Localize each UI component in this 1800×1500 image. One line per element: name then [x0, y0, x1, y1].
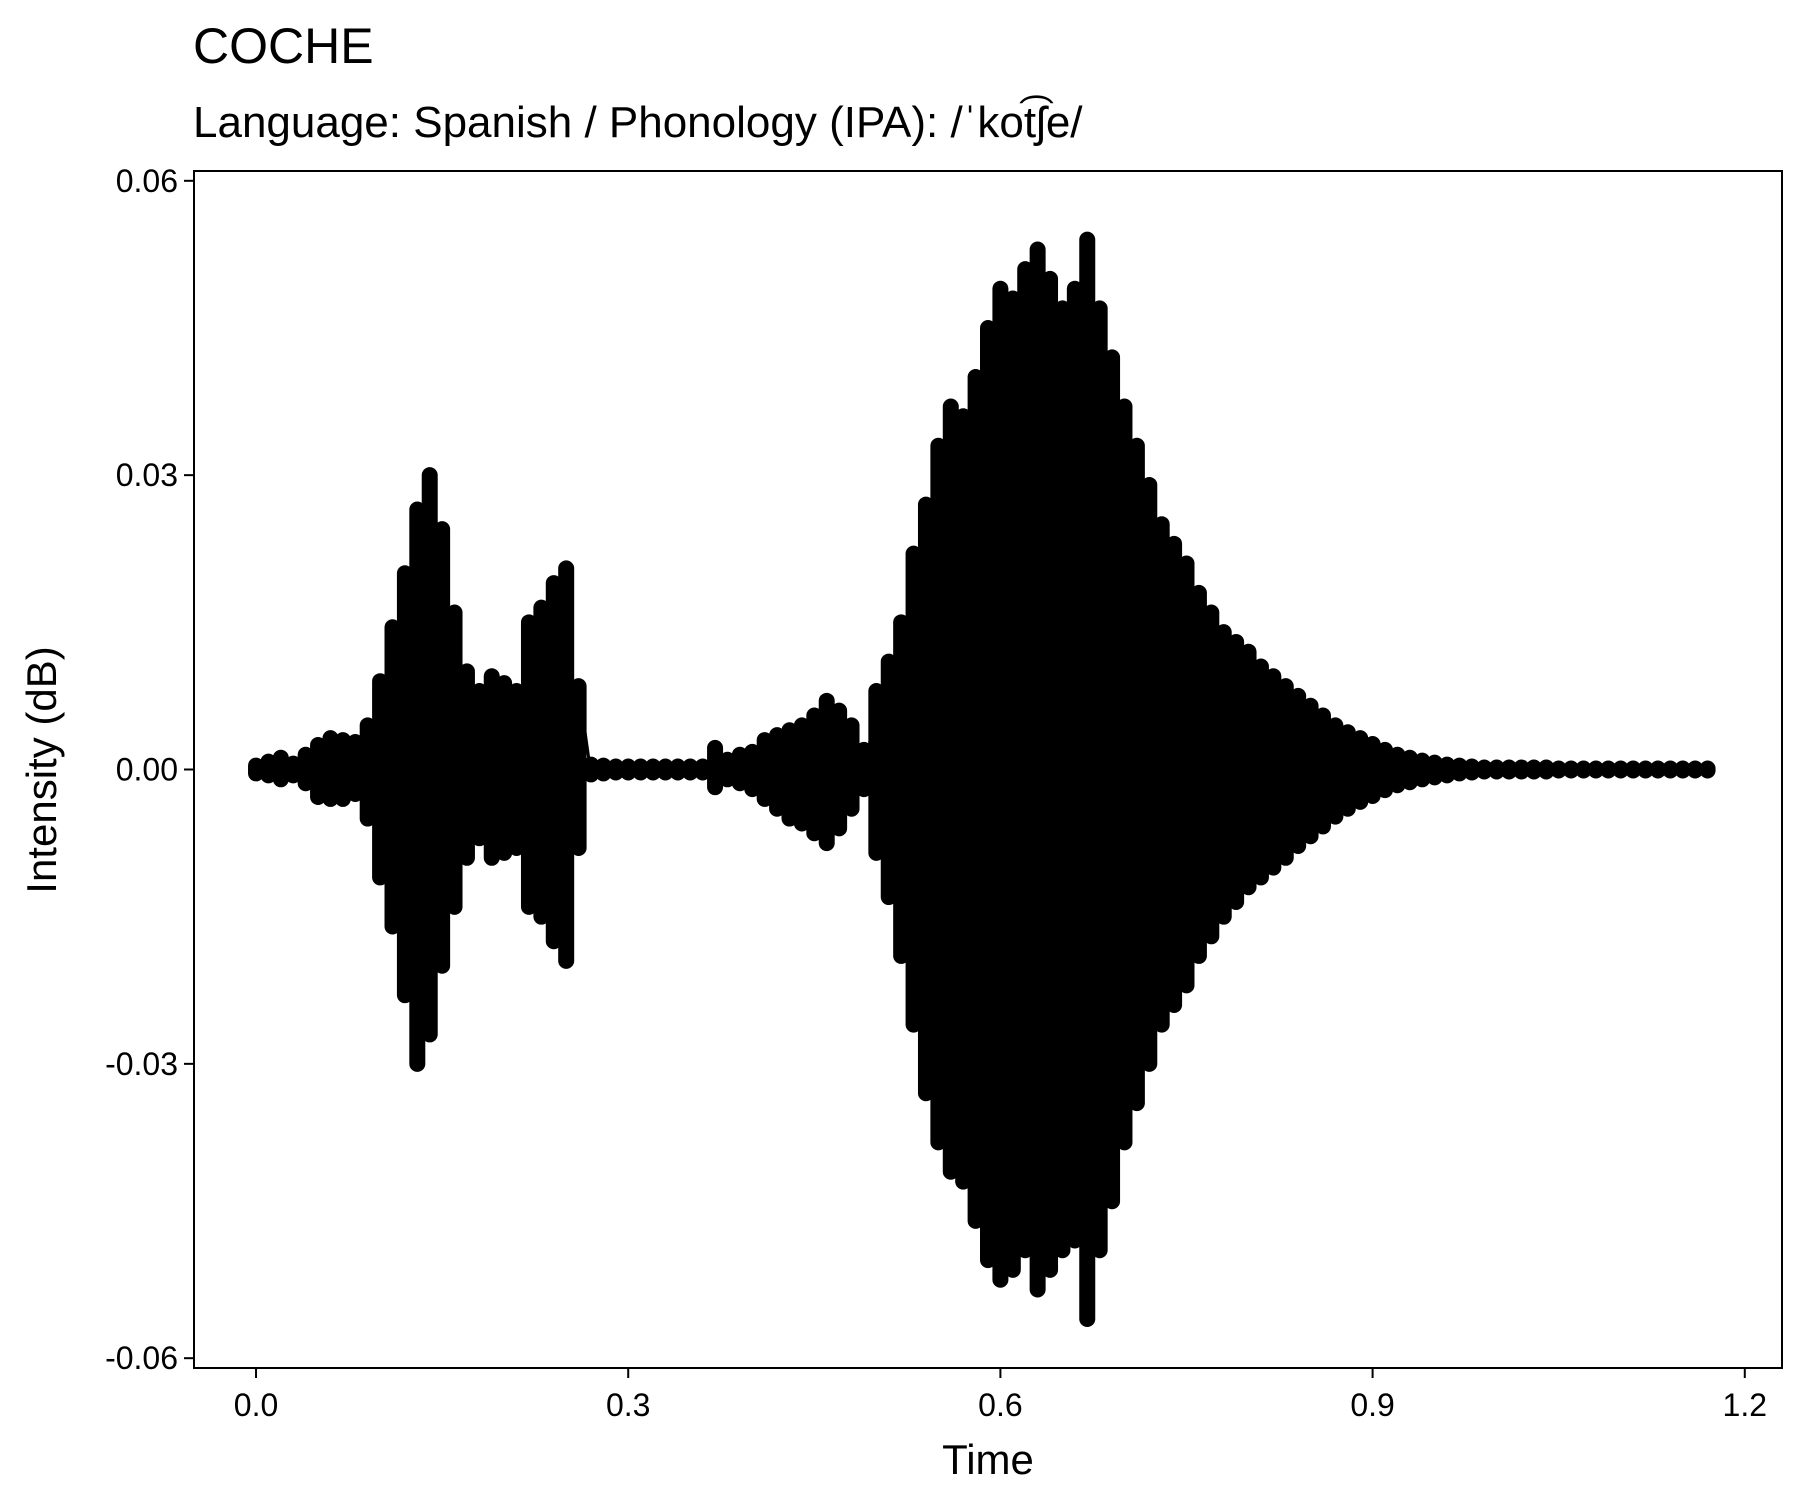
x-tick-label: 0.0: [234, 1387, 278, 1423]
y-axis-title: Intensity (dB): [18, 646, 65, 893]
x-tick-label: 0.3: [606, 1387, 650, 1423]
chart-title: COCHE: [193, 18, 374, 74]
x-tick-label: 0.6: [978, 1387, 1022, 1423]
chart-subtitle: Language: Spanish / Phonology (IPA): /ˈk…: [193, 95, 1083, 147]
x-tick-label: 0.9: [1350, 1387, 1394, 1423]
y-tick-label: 0.00: [116, 752, 178, 788]
y-tick-label: -0.06: [105, 1340, 178, 1376]
axes: 0.0 0.3 0.6 0.9 1.2 0.06 0.03 0.00 -0.03 -0.06: [105, 163, 1767, 1423]
x-axis-title: Time: [942, 1436, 1034, 1483]
y-tick-label: 0.03: [116, 457, 178, 493]
y-tick-label: 0.06: [116, 163, 178, 199]
waveform-series: [248, 231, 1716, 1327]
waveform-trace: [255, 269, 1708, 1319]
x-tick-label: 1.2: [1723, 1387, 1767, 1423]
y-tick-label: -0.03: [105, 1046, 178, 1082]
plot-border: [193, 170, 1783, 1369]
plot-area: [248, 231, 1716, 1327]
